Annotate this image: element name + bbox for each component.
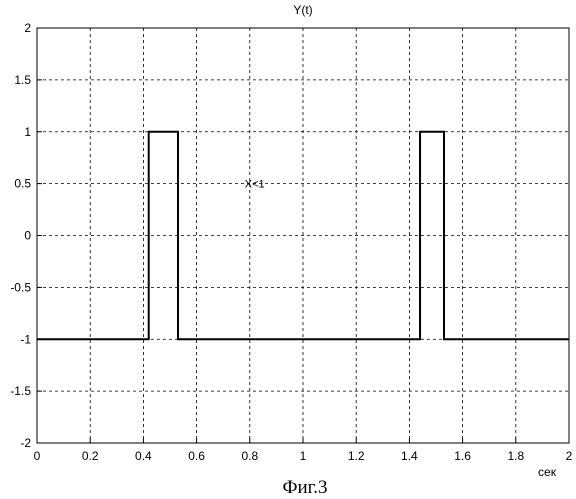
x-tick-label: 1.8 [507, 449, 524, 463]
x-tick-label: 1.2 [348, 449, 365, 463]
y-tick-label: -1 [20, 332, 31, 346]
chart-title: Y(t) [293, 3, 312, 17]
y-tick-label: 0.5 [14, 177, 31, 191]
grid [37, 28, 569, 443]
x-tick-label: 1 [300, 449, 307, 463]
y-tick-label: -2 [20, 436, 31, 450]
y-tick-label: 2 [24, 21, 31, 35]
y-tick-label: -0.5 [10, 280, 31, 294]
x-tick-label: 0 [34, 449, 41, 463]
annotation-label: X<1 [245, 179, 265, 191]
x-tick-label: 0.2 [82, 449, 99, 463]
y-tick-label: -1.5 [10, 384, 31, 398]
y-tick-label: 1 [24, 125, 31, 139]
y-tick-label: 1.5 [14, 73, 31, 87]
x-tick-label: 2 [566, 449, 573, 463]
x-tick-label: 1.4 [401, 449, 418, 463]
x-tick-label: 0.8 [241, 449, 258, 463]
x-tick-label: 0.6 [188, 449, 205, 463]
figure-caption: Фиг.3 [282, 477, 327, 498]
y-tick-label: 0 [24, 229, 31, 243]
x-tick-label: 0.4 [135, 449, 152, 463]
x-axis: 0 0.2 0.4 0.6 0.8 1 1.2 1.4 1.6 1.8 2 [34, 438, 573, 463]
x-axis-label: сек [538, 465, 557, 479]
x-tick-label: 1.6 [454, 449, 471, 463]
